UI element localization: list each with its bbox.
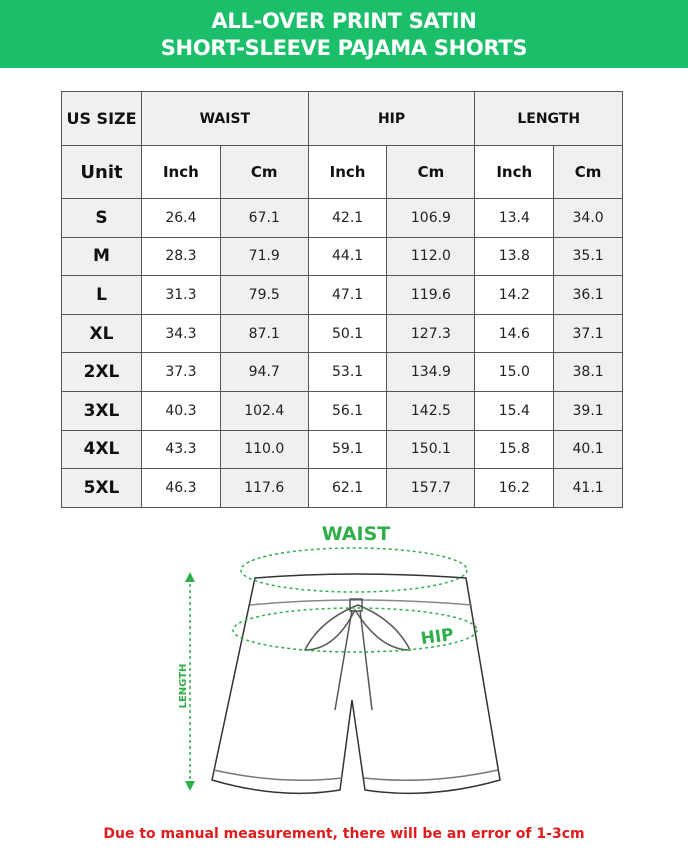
- table-row: L 31.3 79.5 47.1 119.6 14.2 36.1: [61, 275, 623, 315]
- value-cell: 43.3: [141, 429, 221, 470]
- unit-cell: Inch: [307, 145, 388, 199]
- value-cell: 44.1: [307, 236, 388, 277]
- hip-measure-line: [232, 607, 478, 653]
- value-cell: 40.1: [553, 429, 623, 470]
- value-cell: 13.8: [474, 236, 555, 277]
- unit-cell: Inch: [474, 145, 555, 199]
- value-cell: 14.6: [474, 313, 555, 354]
- size-cell: 5XL: [61, 468, 142, 508]
- waist-header: WAIST: [141, 91, 309, 146]
- value-cell: 142.5: [386, 390, 476, 431]
- value-cell: 117.6: [219, 468, 309, 508]
- value-cell: 13.4: [474, 198, 555, 238]
- value-cell: 41.1: [553, 468, 623, 508]
- value-cell: 14.2: [474, 275, 555, 315]
- measurement-note: Due to manual measurement, there will be…: [103, 826, 585, 842]
- unit-cell: Cm: [219, 145, 309, 199]
- size-cell: M: [61, 236, 142, 277]
- table-row: XL 34.3 87.1 50.1 127.3 14.6 37.1: [61, 313, 623, 354]
- value-cell: 67.1: [219, 198, 309, 238]
- value-cell: 34.0: [553, 198, 623, 238]
- value-cell: 26.4: [141, 198, 221, 238]
- size-cell: L: [61, 275, 142, 315]
- hip-label: HIP: [420, 625, 455, 649]
- table-row: 3XL 40.3 102.4 56.1 142.5 15.4 39.1: [61, 390, 623, 431]
- value-cell: 134.9: [386, 352, 476, 392]
- value-cell: 31.3: [141, 275, 221, 315]
- size-cell: S: [61, 198, 142, 238]
- title-line-2: SHORT-SLEEVE PAJAMA SHORTS: [160, 36, 528, 60]
- size-cell: 3XL: [61, 390, 142, 431]
- unit-header: Unit: [61, 145, 142, 199]
- group-header-row: US SIZE WAIST HIP LENGTH: [61, 91, 623, 146]
- size-cell: 4XL: [61, 429, 142, 470]
- value-cell: 119.6: [386, 275, 476, 315]
- value-cell: 62.1: [307, 468, 388, 508]
- us-size-header: US SIZE: [61, 91, 142, 146]
- value-cell: 150.1: [386, 429, 476, 470]
- value-cell: 127.3: [386, 313, 476, 354]
- shorts-diagram: WAIST HIP LENGTH: [178, 523, 501, 795]
- value-cell: 46.3: [141, 468, 221, 508]
- table-row: S 26.4 67.1 42.1 106.9 13.4 34.0: [61, 198, 623, 238]
- value-cell: 36.1: [553, 275, 623, 315]
- unit-cell: Inch: [141, 145, 221, 199]
- value-cell: 15.8: [474, 429, 555, 470]
- value-cell: 34.3: [141, 313, 221, 354]
- value-cell: 106.9: [386, 198, 476, 238]
- title-banner: ALL-OVER PRINT SATIN SHORT-SLEEVE PAJAMA…: [0, 0, 688, 68]
- value-cell: 40.3: [141, 390, 221, 431]
- size-chart-table: US SIZE WAIST HIP LENGTH Unit Inch Cm In…: [61, 91, 623, 508]
- table-row: M 28.3 71.9 44.1 112.0 13.8 35.1: [61, 236, 623, 277]
- size-cell: XL: [61, 313, 142, 354]
- value-cell: 71.9: [219, 236, 309, 277]
- table-row: 4XL 43.3 110.0 59.1 150.1 15.8 40.1: [61, 429, 623, 470]
- value-cell: 37.3: [141, 352, 221, 392]
- value-cell: 157.7: [386, 468, 476, 508]
- table-row: 2XL 37.3 94.7 53.1 134.9 15.0 38.1: [61, 352, 623, 392]
- value-cell: 112.0: [386, 236, 476, 277]
- unit-header-row: Unit Inch Cm Inch Cm Inch Cm: [61, 145, 623, 199]
- value-cell: 56.1: [307, 390, 388, 431]
- value-cell: 38.1: [553, 352, 623, 392]
- value-cell: 59.1: [307, 429, 388, 470]
- table-row: 5XL 46.3 117.6 62.1 157.7 16.2 41.1: [61, 468, 623, 508]
- value-cell: 102.4: [219, 390, 309, 431]
- value-cell: 16.2: [474, 468, 555, 508]
- unit-cell: Cm: [553, 145, 623, 199]
- shorts-outline: [211, 573, 501, 795]
- length-label: LENGTH: [178, 664, 189, 709]
- value-cell: 87.1: [219, 313, 309, 354]
- value-cell: 47.1: [307, 275, 388, 315]
- value-cell: 50.1: [307, 313, 388, 354]
- length-header: LENGTH: [474, 91, 623, 146]
- value-cell: 94.7: [219, 352, 309, 392]
- value-cell: 110.0: [219, 429, 309, 470]
- value-cell: 35.1: [553, 236, 623, 277]
- size-cell: 2XL: [61, 352, 142, 392]
- value-cell: 28.3: [141, 236, 221, 277]
- waist-measure-line: [240, 547, 468, 593]
- value-cell: 79.5: [219, 275, 309, 315]
- value-cell: 39.1: [553, 390, 623, 431]
- value-cell: 37.1: [553, 313, 623, 354]
- value-cell: 42.1: [307, 198, 388, 238]
- value-cell: 15.0: [474, 352, 555, 392]
- hip-header: HIP: [307, 91, 476, 146]
- title-line-1: ALL-OVER PRINT SATIN: [211, 9, 477, 33]
- value-cell: 15.4: [474, 390, 555, 431]
- value-cell: 53.1: [307, 352, 388, 392]
- waist-label: WAIST: [322, 523, 391, 545]
- unit-cell: Cm: [386, 145, 476, 199]
